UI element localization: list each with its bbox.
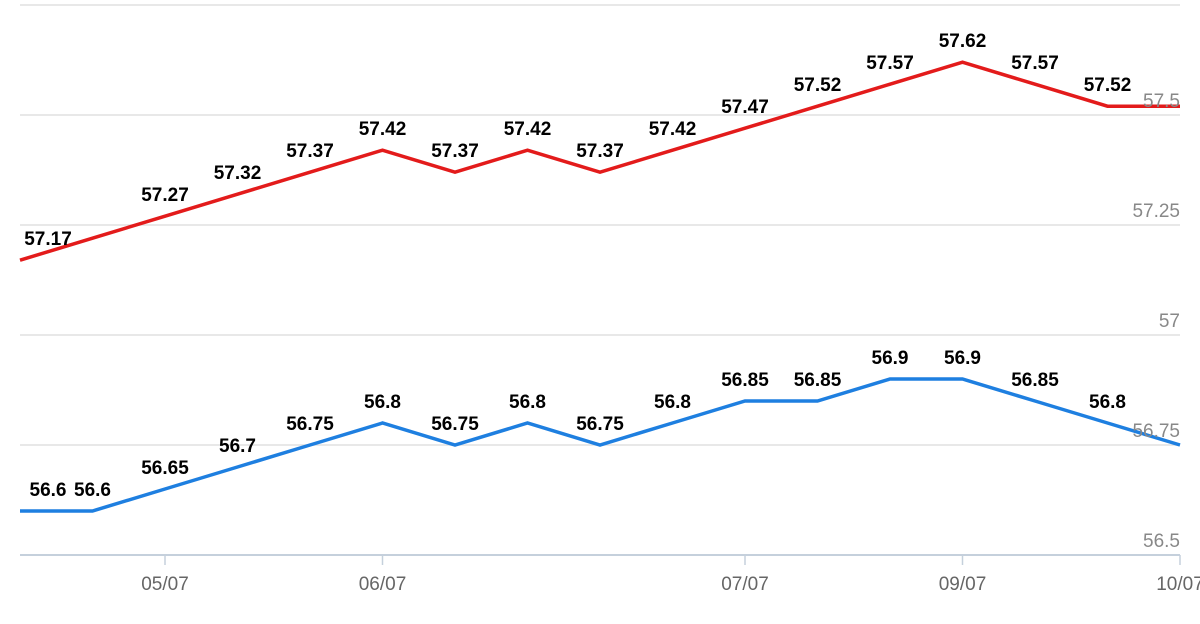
- data-label: 56.8: [509, 392, 546, 413]
- y-tick-label: 56.5: [1143, 531, 1180, 552]
- data-label: 56.6: [30, 480, 67, 501]
- data-label: 57.42: [504, 119, 552, 140]
- data-label: 57.62: [939, 31, 987, 52]
- data-label: 57.27: [141, 185, 189, 206]
- data-label: 57.37: [431, 141, 479, 162]
- x-tick-label: 07/07: [721, 574, 769, 595]
- data-label: 57.37: [576, 141, 624, 162]
- data-label: 57.32: [214, 163, 262, 184]
- y-tick-label: 56.75: [1132, 421, 1180, 442]
- data-label: 56.8: [364, 392, 401, 413]
- data-label: 57.37: [286, 141, 334, 162]
- x-tick-label: 05/07: [141, 574, 189, 595]
- data-label: 57.52: [794, 75, 842, 96]
- data-label: 57.42: [649, 119, 697, 140]
- data-label: 56.9: [872, 348, 909, 369]
- data-label: 56.75: [576, 414, 624, 435]
- x-tick-label: 06/07: [359, 574, 407, 595]
- data-label: 57.52: [1084, 75, 1132, 96]
- data-label: 57.17: [24, 229, 72, 250]
- data-label: 57.42: [359, 119, 407, 140]
- data-label: 56.85: [721, 370, 769, 391]
- data-label: 56.6: [74, 480, 111, 501]
- x-tick-label: 10/07: [1156, 574, 1200, 595]
- data-label: 56.7: [219, 436, 256, 457]
- data-label: 56.9: [944, 348, 981, 369]
- x-tick-label: 09/07: [939, 574, 987, 595]
- y-tick-label: 57: [1159, 311, 1180, 332]
- data-label: 56.85: [1011, 370, 1059, 391]
- data-label: 57.57: [866, 53, 914, 74]
- data-label: 56.8: [1089, 392, 1126, 413]
- data-label: 56.75: [431, 414, 479, 435]
- line-series: [19, 60, 1180, 262]
- data-label: 56.65: [141, 458, 189, 479]
- data-label: 56.75: [286, 414, 334, 435]
- data-label: 56.85: [794, 370, 842, 391]
- data-label: 57.47: [721, 97, 769, 118]
- y-tick-label: 57.5: [1143, 91, 1180, 112]
- y-tick-label: 57.25: [1132, 201, 1180, 222]
- line-series: [20, 377, 1181, 513]
- data-label: 56.8: [654, 392, 691, 413]
- data-label: 57.57: [1011, 53, 1059, 74]
